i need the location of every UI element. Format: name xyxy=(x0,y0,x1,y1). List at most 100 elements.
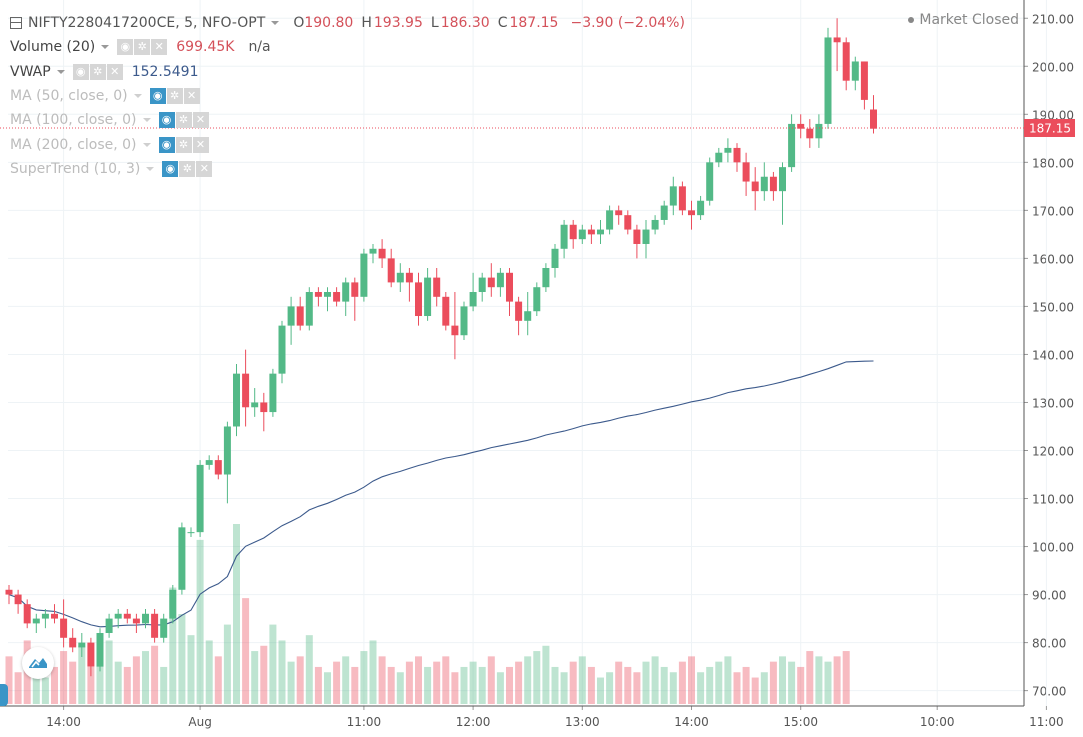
volume-value: 699.45K xyxy=(176,39,235,56)
close-icon[interactable]: ✕ xyxy=(183,88,200,105)
symbol-name[interactable]: NIFTY2280417200CE, 5, NFO-OPT xyxy=(28,15,266,32)
indicator-ma-100[interactable]: MA (100, close, 0) ◉ ✲ ✕ xyxy=(10,108,685,132)
candle-body xyxy=(760,176,768,192)
volume-bar xyxy=(842,651,850,704)
volume-bar xyxy=(114,661,122,704)
chevron-down-icon[interactable] xyxy=(142,142,151,147)
indicator-name: MA (50, close, 0) xyxy=(10,88,128,105)
candle-body xyxy=(132,618,140,624)
candle-body xyxy=(815,123,823,139)
candle-body xyxy=(751,181,759,192)
chevron-down-icon[interactable] xyxy=(271,21,280,26)
volume-bar xyxy=(87,666,95,704)
candle-body xyxy=(114,613,122,619)
volume-bar xyxy=(733,672,741,704)
gear-icon[interactable]: ✲ xyxy=(175,136,192,153)
chart-type-icon[interactable] xyxy=(10,17,22,30)
volume-bar xyxy=(569,661,577,704)
y-tick-label: 190.00 xyxy=(1032,108,1074,122)
open-number: 190.80 xyxy=(304,15,354,32)
tradingview-logo-icon[interactable] xyxy=(22,647,54,679)
candle-body xyxy=(569,224,577,240)
indicator-supertrend[interactable]: SuperTrend (10, 3) ◉ ✲ ✕ xyxy=(10,157,685,181)
indicator-ma-200[interactable]: MA (200, close, 0) ◉ ✲ ✕ xyxy=(10,132,685,156)
volume-bar xyxy=(269,624,277,704)
volume-bar xyxy=(251,651,259,704)
volume-bar xyxy=(551,666,559,704)
close-icon[interactable]: ✕ xyxy=(192,136,209,153)
eye-icon[interactable]: ◉ xyxy=(158,112,175,129)
volume-bar xyxy=(651,656,659,704)
chevron-down-icon[interactable] xyxy=(146,166,155,171)
y-tick-label: 90.00 xyxy=(1032,589,1066,603)
close-icon[interactable]: ✕ xyxy=(192,112,209,129)
candle-body xyxy=(824,37,832,124)
volume-bar xyxy=(415,656,422,704)
indicator-name: MA (100, close, 0) xyxy=(10,112,137,129)
gear-icon[interactable]: ✲ xyxy=(175,112,192,129)
chevron-down-icon[interactable] xyxy=(101,45,110,50)
eye-icon[interactable]: ◉ xyxy=(72,63,89,80)
candle-body xyxy=(214,460,222,475)
x-tick-label: 15:00 xyxy=(783,715,818,729)
chevron-down-icon[interactable] xyxy=(56,69,65,74)
candle-body xyxy=(87,642,95,667)
high-number: 193.95 xyxy=(373,15,423,32)
gear-icon[interactable]: ✲ xyxy=(89,63,106,80)
chevron-down-icon[interactable] xyxy=(142,118,151,123)
volume-bar xyxy=(333,661,341,704)
volume-bar xyxy=(242,598,250,704)
volume-bar xyxy=(496,672,504,704)
x-tick-label: Aug xyxy=(188,715,211,729)
close-label: C xyxy=(497,15,508,32)
volume-bar xyxy=(142,651,149,704)
volume-bar xyxy=(132,656,140,704)
candle-body xyxy=(851,61,859,81)
side-panel-toggle[interactable] xyxy=(0,684,8,706)
gear-icon[interactable]: ✲ xyxy=(179,160,196,177)
volume-bar xyxy=(788,661,796,704)
eye-icon[interactable]: ◉ xyxy=(162,160,179,177)
candle-body xyxy=(688,210,695,216)
candle-body xyxy=(387,258,395,283)
eye-icon[interactable]: ◉ xyxy=(117,39,134,56)
candle-body xyxy=(60,618,68,638)
indicator-vwap[interactable]: VWAP ◉ ✲ ✕ 152.5491 xyxy=(10,60,685,84)
volume-bar xyxy=(78,645,86,704)
volume-bar xyxy=(14,672,22,704)
volume-bar xyxy=(742,666,750,704)
chevron-down-icon[interactable] xyxy=(133,94,142,99)
volume-bar xyxy=(278,640,286,704)
volume-bar xyxy=(5,656,13,704)
indicator-ma-50[interactable]: MA (50, close, 0) ◉ ✲ ✕ xyxy=(10,84,685,108)
candle-body xyxy=(351,282,359,297)
volume-bar xyxy=(542,645,550,704)
candle-body xyxy=(278,325,286,374)
indicator-volume[interactable]: Volume (20) ◉ ✲ ✕ 699.45K n/a xyxy=(10,35,685,59)
volume-bar xyxy=(779,656,786,704)
gear-icon[interactable]: ✲ xyxy=(134,39,151,56)
close-icon[interactable]: ✕ xyxy=(151,39,168,56)
candle-body xyxy=(296,306,304,326)
gear-icon[interactable]: ✲ xyxy=(166,88,183,105)
candle-body xyxy=(396,272,404,283)
candle-body xyxy=(651,219,659,230)
close-icon[interactable]: ✕ xyxy=(196,160,213,177)
close-icon[interactable]: ✕ xyxy=(106,63,123,80)
candle-body xyxy=(305,292,313,326)
eye-icon[interactable]: ◉ xyxy=(158,136,175,153)
candle-body xyxy=(32,618,40,624)
candle-body xyxy=(597,229,604,235)
candle-body xyxy=(678,186,686,211)
volume-bar xyxy=(169,587,177,704)
y-tick-label: 110.00 xyxy=(1032,493,1074,507)
volume-bar xyxy=(424,666,432,704)
candle-body xyxy=(496,272,504,288)
candle-body xyxy=(833,37,841,43)
eye-icon[interactable]: ◉ xyxy=(149,88,166,105)
volume-bar xyxy=(342,656,350,704)
